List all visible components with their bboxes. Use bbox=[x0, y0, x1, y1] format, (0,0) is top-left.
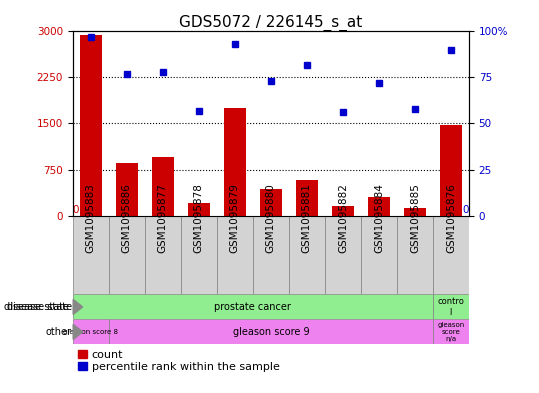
Text: gleason
score
n/a: gleason score n/a bbox=[437, 322, 465, 342]
Text: GSM1095880: GSM1095880 bbox=[266, 184, 276, 253]
Text: contro
l: contro l bbox=[438, 297, 465, 317]
FancyBboxPatch shape bbox=[253, 215, 289, 294]
Text: prostate cancer: prostate cancer bbox=[215, 302, 291, 312]
FancyBboxPatch shape bbox=[433, 294, 469, 320]
FancyBboxPatch shape bbox=[73, 215, 109, 294]
FancyBboxPatch shape bbox=[73, 294, 433, 320]
Bar bbox=[260, 189, 282, 215]
FancyBboxPatch shape bbox=[109, 215, 145, 294]
Bar bbox=[332, 206, 354, 215]
Text: GSM1095879: GSM1095879 bbox=[230, 184, 240, 253]
Text: GSM1095878: GSM1095878 bbox=[194, 184, 204, 253]
FancyBboxPatch shape bbox=[361, 215, 397, 294]
Polygon shape bbox=[73, 324, 82, 340]
Bar bbox=[440, 125, 462, 215]
FancyBboxPatch shape bbox=[397, 215, 433, 294]
Text: 0: 0 bbox=[73, 205, 79, 215]
Text: GSM1095884: GSM1095884 bbox=[374, 184, 384, 253]
Title: GDS5072 / 226145_s_at: GDS5072 / 226145_s_at bbox=[179, 15, 362, 31]
Legend: count, percentile rank within the sample: count, percentile rank within the sample bbox=[78, 350, 280, 372]
Bar bbox=[188, 203, 210, 215]
Text: gleason score 8: gleason score 8 bbox=[63, 329, 118, 335]
FancyBboxPatch shape bbox=[433, 215, 469, 294]
Text: GSM1095876: GSM1095876 bbox=[446, 184, 456, 253]
FancyBboxPatch shape bbox=[433, 320, 469, 344]
Text: 0: 0 bbox=[462, 205, 469, 215]
Bar bbox=[404, 208, 426, 215]
Text: GSM1095885: GSM1095885 bbox=[410, 184, 420, 253]
FancyBboxPatch shape bbox=[217, 215, 253, 294]
Text: GSM1095881: GSM1095881 bbox=[302, 184, 312, 253]
FancyBboxPatch shape bbox=[109, 320, 433, 344]
FancyBboxPatch shape bbox=[289, 215, 325, 294]
Text: gleason score 9: gleason score 9 bbox=[232, 327, 309, 337]
FancyBboxPatch shape bbox=[325, 215, 361, 294]
FancyBboxPatch shape bbox=[145, 215, 181, 294]
Bar bbox=[152, 157, 174, 215]
Polygon shape bbox=[73, 299, 82, 314]
Text: GSM1095877: GSM1095877 bbox=[158, 184, 168, 253]
Text: other: other bbox=[46, 327, 72, 337]
FancyBboxPatch shape bbox=[181, 215, 217, 294]
Bar bbox=[80, 35, 101, 215]
Text: GSM1095886: GSM1095886 bbox=[122, 184, 132, 253]
Bar bbox=[368, 197, 390, 215]
Bar bbox=[116, 163, 137, 215]
FancyBboxPatch shape bbox=[73, 320, 109, 344]
Text: disease state: disease state bbox=[7, 302, 72, 312]
Text: GSM1095883: GSM1095883 bbox=[86, 184, 96, 253]
Text: GSM1095882: GSM1095882 bbox=[338, 184, 348, 253]
Bar bbox=[296, 180, 317, 215]
Bar bbox=[224, 108, 246, 215]
Text: disease state: disease state bbox=[4, 302, 69, 312]
